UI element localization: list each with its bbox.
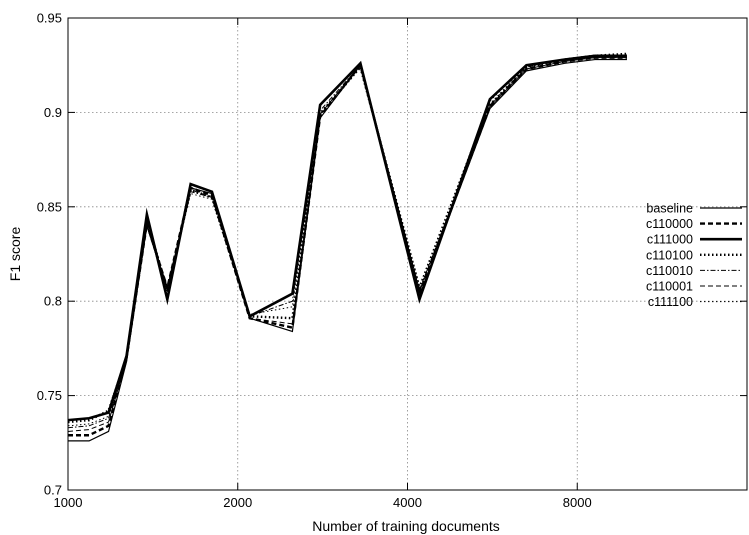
y-tick-label: 0.85 bbox=[37, 199, 62, 214]
x-tick-label: 1000 bbox=[54, 495, 83, 510]
y-tick-label: 0.8 bbox=[44, 294, 62, 309]
y-tick-label: 0.75 bbox=[37, 388, 62, 403]
y-tick-label: 0.95 bbox=[37, 11, 62, 26]
y-axis-title: F1 score bbox=[7, 227, 23, 282]
legend-label: c110010 bbox=[646, 264, 693, 278]
y-tick-label: 0.9 bbox=[44, 105, 62, 120]
legend-label: c110000 bbox=[646, 217, 693, 231]
series-line-c111100 bbox=[67, 55, 627, 427]
legend-label: c111000 bbox=[647, 233, 693, 247]
x-tick-label: 8000 bbox=[563, 495, 592, 510]
axis-ticks: 0.7 0.75 0.8 0.85 0.9 0.95 1000 2000 4000 8000 bbox=[37, 11, 747, 510]
y-tick-label: 0.7 bbox=[44, 483, 62, 498]
x-tick-label: 4000 bbox=[393, 495, 422, 510]
series-line-baseline bbox=[68, 58, 627, 442]
series-line-c110000 bbox=[68, 56, 627, 437]
series-line-c110001 bbox=[67, 57, 627, 432]
series-line-c110010 bbox=[67, 57, 627, 429]
legend-label: c111100 bbox=[648, 295, 693, 309]
x-tick-label: 2000 bbox=[223, 495, 252, 510]
legend-label: c110100 bbox=[646, 248, 693, 262]
x-axis-title: Number of training documents bbox=[312, 518, 500, 534]
legend-label: c110001 bbox=[646, 280, 693, 294]
legend-label: baseline bbox=[646, 202, 693, 216]
series-line-c110100 bbox=[67, 52, 628, 424]
series-lines bbox=[67, 52, 628, 442]
